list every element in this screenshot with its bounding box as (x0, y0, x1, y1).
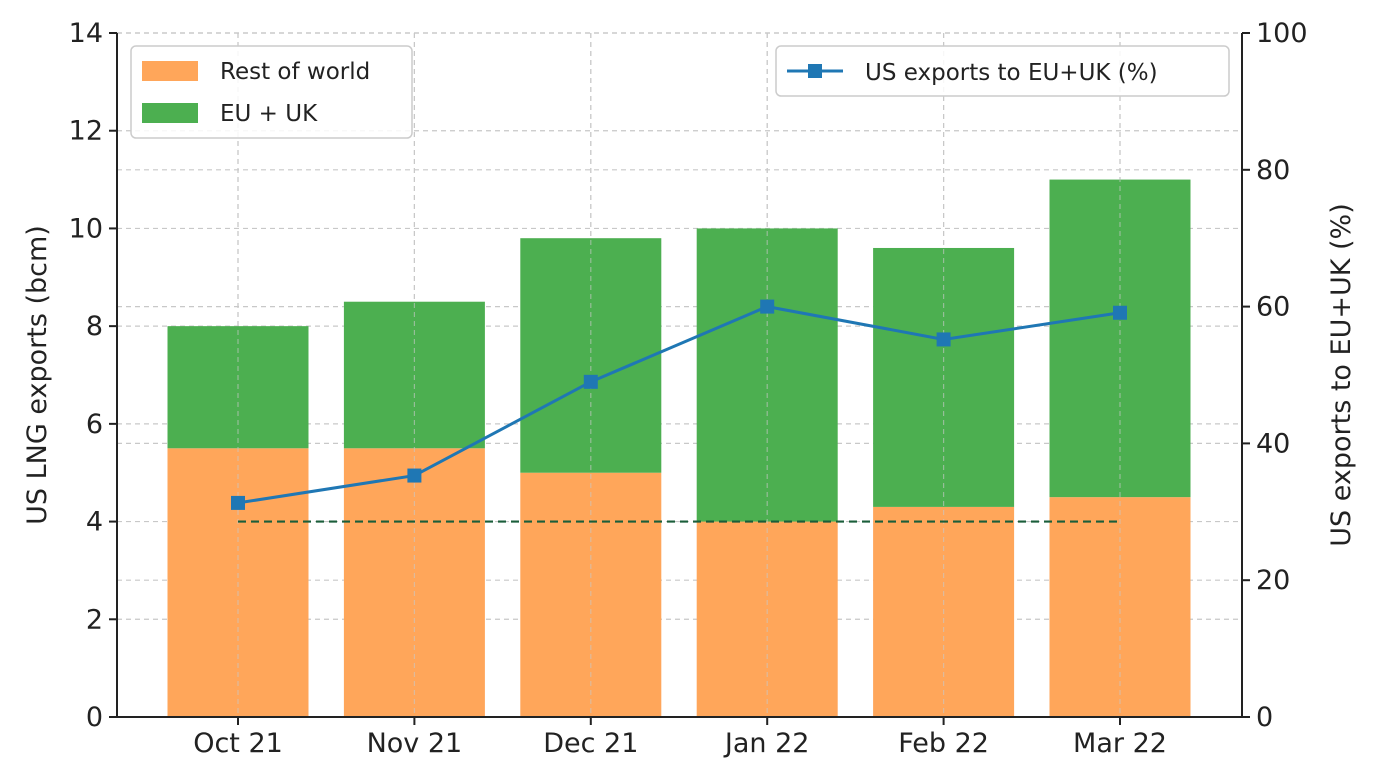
y-tick-label-right: 0 (1256, 702, 1273, 733)
legend-swatch-eu-uk (142, 103, 198, 123)
line-series (231, 299, 1127, 510)
bars (167, 33, 1191, 717)
legend-label-rest-of-world: Rest of world (220, 59, 370, 85)
y-tick-label-right: 80 (1256, 155, 1290, 186)
line-marker (583, 374, 598, 389)
line-marker (231, 495, 245, 510)
legend-line: US exports to EU+UK (%) (775, 45, 1230, 97)
y-axis-right-label: US exports to EU+UK (%) (1326, 203, 1357, 547)
legend-bars: Rest of world EU + UK (130, 45, 413, 139)
y-tick-label-left: 6 (86, 409, 103, 440)
x-tick-label: Jan 22 (723, 728, 810, 759)
y-tick-label-left: 4 (86, 507, 103, 538)
bar-rest-of-world (1049, 497, 1191, 717)
y-tick-label-left: 8 (86, 311, 103, 342)
y-tick-label-left: 10 (69, 213, 103, 244)
y-tick-label-left: 14 (69, 18, 103, 49)
y-tick-label-left: 12 (69, 116, 103, 147)
y-tick-label-right: 100 (1256, 18, 1308, 49)
line-marker (936, 332, 951, 347)
legend-label-eu-uk: EU + UK (220, 101, 318, 127)
x-tick-label: Mar 22 (1073, 728, 1167, 759)
line-marker (760, 299, 775, 314)
y-axis-label: US LNG exports (bcm) (22, 225, 53, 525)
y-tick-label-right: 60 (1256, 292, 1290, 323)
legend-label-line: US exports to EU+UK (%) (865, 60, 1158, 86)
axes: 0 2 4 6 8 10 12 14 0 20 40 60 80 100 Oct 21 Nov 21 Dec 2… (69, 18, 1308, 759)
bar-eu-uk (520, 238, 662, 473)
x-tick-label: Feb 22 (898, 728, 989, 759)
line-marker (1113, 305, 1127, 320)
line-path (237, 305, 1121, 505)
y-tick-label-left: 0 (86, 702, 103, 733)
x-tick-label: Oct 21 (193, 728, 283, 759)
legend-swatch-rest-of-world (142, 61, 198, 81)
y-tick-label-right: 20 (1256, 565, 1290, 596)
x-tick-label: Nov 21 (367, 728, 463, 759)
legend-marker-square (808, 64, 822, 78)
y-tick-label-right: 40 (1256, 428, 1290, 459)
y-tick-label-left: 2 (86, 604, 103, 635)
x-tick-label: Dec 21 (543, 728, 638, 759)
line-marker (407, 468, 422, 483)
